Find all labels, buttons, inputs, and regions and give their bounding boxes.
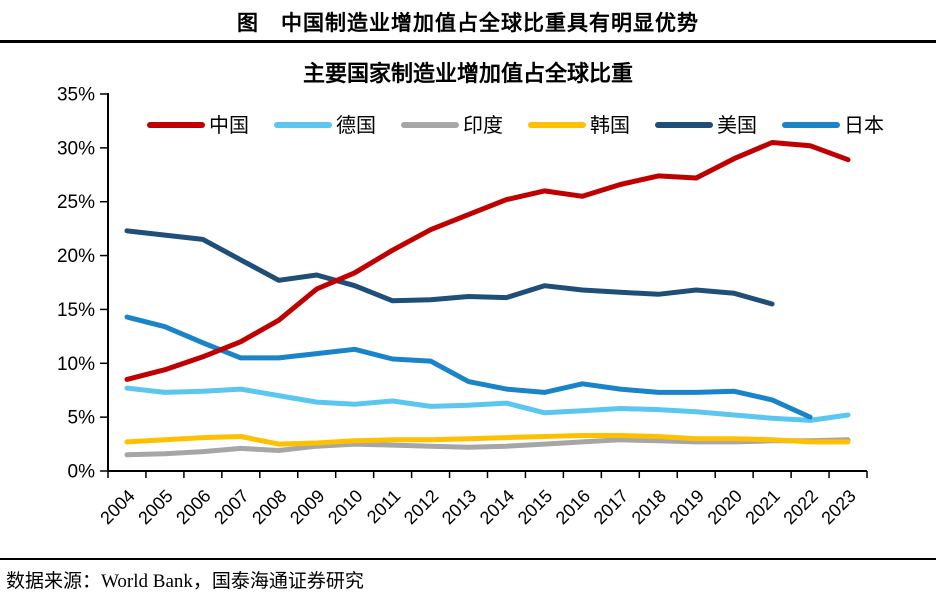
y-tick-label: 5%	[68, 408, 96, 429]
title-rule	[0, 40, 936, 43]
series-line-印度	[124, 437, 851, 458]
x-tick-label: 2014	[476, 486, 518, 528]
x-tick-label: 2015	[514, 486, 556, 528]
legend-label: 印度	[463, 114, 503, 137]
x-axis-labels: 2004200520062007200820092010201120122013…	[96, 486, 860, 528]
source-note: 数据来源：World Bank，国泰海通证券研究	[6, 571, 364, 592]
y-tick-label: 35%	[57, 85, 95, 106]
x-axis-ticks	[107, 471, 868, 478]
series-line-美国	[124, 228, 775, 307]
x-tick-label: 2019	[666, 486, 708, 528]
y-tick-label: 25%	[57, 192, 95, 213]
y-tick-label: 10%	[57, 354, 95, 375]
y-axis-ticks: 0% 5% 10% 15% 20% 25% 30% 35%	[57, 85, 108, 483]
legend-label: 美国	[717, 114, 757, 137]
legend-label: 德国	[336, 114, 376, 137]
x-tick-label: 2010	[324, 486, 366, 528]
legend-label: 日本	[844, 114, 884, 137]
x-tick-label: 2018	[628, 486, 670, 528]
legend-item-韩国: 韩国	[528, 114, 630, 137]
x-tick-label: 2016	[552, 486, 594, 528]
series-line-德国	[124, 385, 851, 423]
legend-item-中国: 中国	[147, 114, 249, 137]
y-tick-label: 15%	[57, 300, 95, 321]
x-tick-label: 2011	[363, 486, 405, 528]
x-tick-label: 2020	[704, 486, 746, 528]
series-line-中国	[124, 140, 851, 382]
y-tick-label: 0%	[68, 462, 96, 483]
x-tick-label: 2021	[741, 486, 783, 528]
legend-item-日本: 日本	[782, 114, 884, 137]
x-tick-label: 2023	[817, 486, 859, 528]
legend-item-美国: 美国	[655, 114, 757, 137]
figure-title: 图 中国制造业增加值占全球比重具有明显优势	[237, 12, 699, 35]
legend-item-德国: 德国	[274, 114, 376, 137]
x-tick-label: 2013	[438, 486, 480, 528]
x-tick-label: 2012	[400, 486, 442, 528]
x-tick-label: 2004	[96, 486, 138, 528]
legend-label: 韩国	[590, 114, 630, 137]
x-tick-label: 2007	[210, 486, 252, 528]
chart-title: 主要国家制造业增加值占全球比重	[302, 61, 633, 86]
legend: 中国 德国 印度 韩国 美国 日本	[147, 114, 884, 137]
legend-item-印度: 印度	[401, 114, 503, 137]
series-line-日本	[124, 314, 813, 420]
legend-label: 中国	[209, 114, 249, 137]
x-tick-label: 2005	[134, 486, 176, 528]
x-tick-label: 2009	[286, 486, 328, 528]
bottom-rule	[0, 558, 936, 560]
x-tick-label: 2022	[779, 486, 821, 528]
y-tick-label: 30%	[57, 138, 95, 159]
series-line-韩国	[124, 433, 851, 447]
y-tick-label: 20%	[57, 246, 95, 267]
x-tick-label: 2008	[248, 486, 290, 528]
x-tick-label: 2017	[590, 486, 632, 528]
x-tick-label: 2006	[172, 486, 214, 528]
